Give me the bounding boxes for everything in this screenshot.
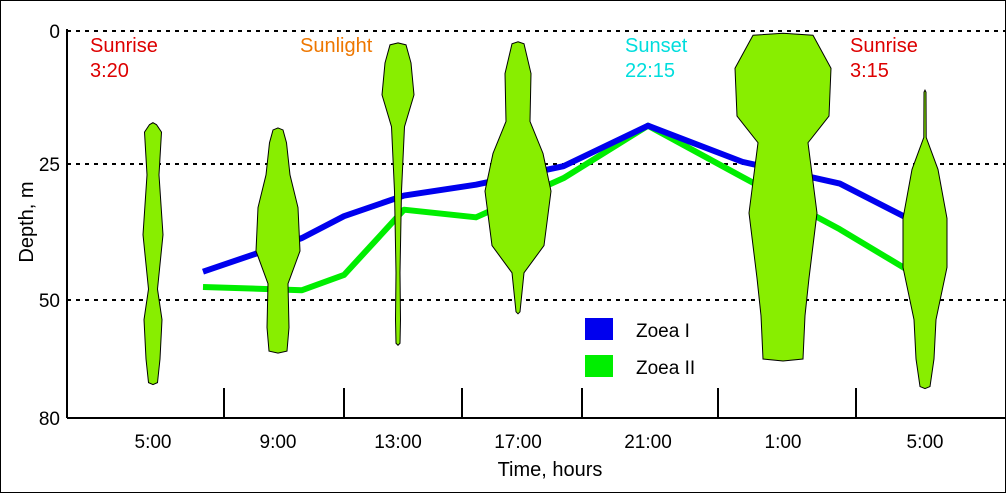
y-tick-label-80: 80 xyxy=(39,409,60,430)
legend-label-1: Zoea II xyxy=(636,358,695,379)
distribution-shape-4 xyxy=(734,32,832,362)
distribution-shapes xyxy=(142,32,948,390)
x-axis-label: Time, hours xyxy=(498,459,603,481)
x-tick-label-2: 13:00 xyxy=(374,432,422,453)
y-tick-label-25: 25 xyxy=(39,155,60,176)
distribution-shape-0 xyxy=(142,122,164,386)
annotations: Sunrise 3:20 Sunlight Sunset 22:15 Sunrise 3:1… xyxy=(90,35,918,82)
legend-label-0: Zoea I xyxy=(636,321,690,342)
distribution-shape-1 xyxy=(255,127,301,354)
y-tick-label-50: 50 xyxy=(39,291,60,312)
x-tick-label-6: 5:00 xyxy=(907,432,944,453)
distribution-shape-2 xyxy=(381,42,415,346)
legend: Zoea I Zoea II xyxy=(585,318,695,379)
legend-swatch-0 xyxy=(585,318,613,340)
y-axis-label: Depth, m xyxy=(16,181,38,262)
axes xyxy=(66,29,1005,419)
annotation-3-line-1: 3:15 xyxy=(850,60,889,82)
x-tick-label-3: 17:00 xyxy=(494,432,542,453)
distribution-shape-3 xyxy=(484,41,552,315)
distribution-shape-5 xyxy=(902,89,948,390)
annotation-1-line-0: Sunlight xyxy=(300,35,373,57)
legend-swatch-1 xyxy=(585,355,613,377)
annotation-2-line-0: Sunset xyxy=(625,35,688,57)
annotation-0-line-0: Sunrise xyxy=(90,35,158,57)
tick-labels: 0 25 50 80 5:00 9:00 13:00 17:00 21:00 1:00 5:00 xyxy=(39,22,944,453)
x-tick-label-1: 9:00 xyxy=(260,432,297,453)
annotation-3-line-0: Sunrise xyxy=(850,35,918,57)
x-tick-label-5: 1:00 xyxy=(765,432,802,453)
x-tick-label-4: 21:00 xyxy=(624,432,672,453)
annotation-0-line-1: 3:20 xyxy=(90,60,129,82)
y-tick-label-0: 0 xyxy=(49,22,60,43)
annotation-2-line-1: 22:15 xyxy=(625,60,675,82)
x-tick-label-0: 5:00 xyxy=(135,432,172,453)
